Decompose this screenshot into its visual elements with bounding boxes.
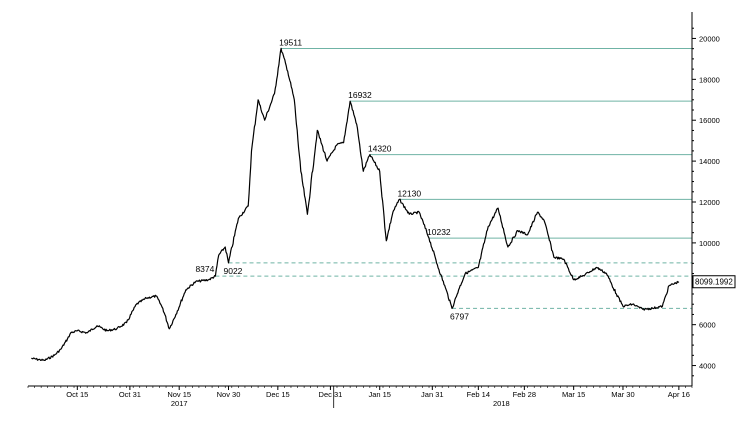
reference-value-label: 12130 xyxy=(397,188,421,198)
y-tick-label: 18000 xyxy=(699,75,720,84)
series-layer xyxy=(31,47,680,361)
x-tick-label: Dec 15 xyxy=(266,390,290,399)
price-series-line xyxy=(31,47,680,361)
y-tick-label: 20000 xyxy=(699,34,720,43)
reference-value-label: 16932 xyxy=(348,90,372,100)
reference-labels: 19511 16932 14320 12130 10232 9022 8374 6797 xyxy=(195,37,469,321)
x-tick-label: Mar 15 xyxy=(562,390,585,399)
last-value-label: 8099.1992 xyxy=(695,278,733,287)
y-tick-label: 10000 xyxy=(699,239,720,248)
year-label: 2018 xyxy=(493,399,510,408)
x-tick-label: Feb 28 xyxy=(513,390,536,399)
y-tick-label: 12000 xyxy=(699,198,720,207)
reference-lines xyxy=(215,47,692,309)
x-tick-label: Nov 30 xyxy=(217,390,241,399)
reference-value-label: 8374 xyxy=(195,264,214,274)
y-tick-label: 14000 xyxy=(699,157,720,166)
reference-value-label: 14320 xyxy=(368,144,392,154)
x-tick-label: Oct 31 xyxy=(119,390,141,399)
x-tick-label: Dec 31 xyxy=(319,390,343,399)
x-tick-label: Apr 16 xyxy=(668,390,690,399)
reference-value-label: 19511 xyxy=(279,37,302,47)
x-tick-label: Feb 14 xyxy=(467,390,490,399)
x-tick-label: Jan 15 xyxy=(368,390,391,399)
reference-value-label: 10232 xyxy=(427,227,451,237)
x-tick-label: Oct 15 xyxy=(66,390,88,399)
y-tick-label: 16000 xyxy=(699,116,720,125)
y-tick-label: 6000 xyxy=(699,321,716,330)
reference-value-label: 9022 xyxy=(224,266,243,276)
x-tick-label: Nov 15 xyxy=(167,390,191,399)
y-tick-label: 4000 xyxy=(699,362,716,371)
x-tick-label: Jan 31 xyxy=(421,390,444,399)
axes: 4000600080001000012000140001600018000200… xyxy=(27,12,736,408)
reference-value-label: 6797 xyxy=(450,311,469,321)
x-tick-label: Mar 30 xyxy=(611,390,634,399)
year-label: 2017 xyxy=(171,399,188,408)
last-value-box xyxy=(692,275,736,289)
